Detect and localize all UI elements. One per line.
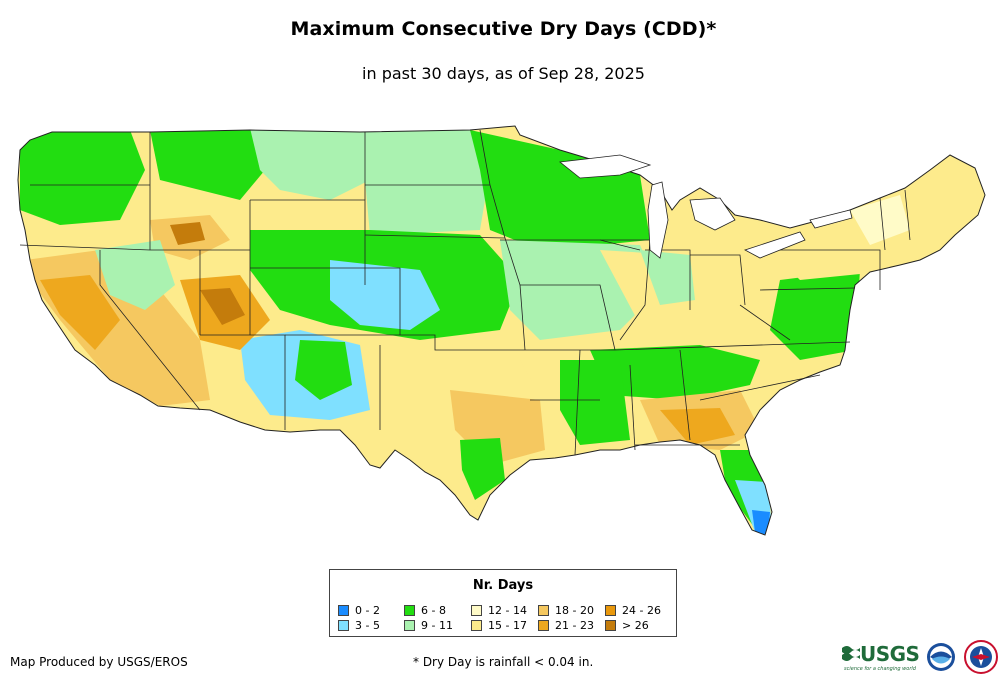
legend-label-3: 9 - 11 (421, 618, 453, 632)
legend-item-5: 15 - 17 (471, 618, 527, 632)
legend-swatch-4 (471, 604, 482, 616)
legend-swatch-3 (404, 619, 415, 631)
legend-swatch-0 (338, 604, 349, 616)
zone-georgia-dark (660, 408, 735, 445)
zone-nm-green (295, 340, 352, 400)
usgs-wave-icon (842, 646, 860, 661)
cdd-zones (20, 128, 985, 535)
lake-michigan (647, 181, 669, 259)
zone-kansas (330, 260, 440, 330)
zone-florida-tip (752, 510, 770, 535)
zone-nevada (95, 240, 175, 310)
zone-tn (590, 345, 760, 400)
legend-item-8: 24 - 26 (605, 603, 661, 617)
lake-superior (559, 154, 652, 179)
legend-label-4: 12 - 14 (488, 603, 527, 617)
nws-logo-icon (964, 640, 998, 674)
legend-swatch-2 (404, 604, 415, 616)
zone-pacific-nw (20, 130, 145, 225)
legend-swatch-9 (605, 619, 616, 631)
zone-indiana (640, 250, 695, 305)
agency-logos: USGS science for a changing world (842, 638, 1002, 678)
legend-swatch-7 (538, 619, 549, 631)
usgs-wordmark: USGS (860, 642, 920, 666)
legend-label-8: 24 - 26 (622, 603, 661, 617)
usgs-tagline: science for a changing world (844, 666, 916, 672)
cdd-map (0, 110, 1007, 550)
legend-label-2: 6 - 8 (421, 603, 446, 617)
legend-item-6: 18 - 20 (538, 603, 594, 617)
zone-idaho-dark (170, 222, 205, 245)
zone-n-rockies (150, 128, 265, 200)
dry-day-note: * Dry Day is rainfall < 0.04 in. (413, 655, 594, 669)
legend-swatch-5 (471, 619, 482, 631)
producer-credit: Map Produced by USGS/EROS (10, 655, 188, 669)
zone-utah-dark (200, 288, 245, 325)
map-title: Maximum Consecutive Dry Days (CDD)* (290, 18, 717, 40)
legend-label-6: 18 - 20 (555, 603, 594, 617)
zone-upper-midwest (470, 130, 650, 250)
zone-texas-coast (460, 438, 505, 500)
legend-item-2: 6 - 8 (404, 603, 446, 617)
zone-lower-miss (560, 360, 630, 445)
zone-california (40, 275, 120, 350)
legend-label-9: > 26 (622, 618, 649, 632)
legend-item-7: 21 - 23 (538, 618, 594, 632)
legend-swatch-8 (605, 604, 616, 616)
legend-swatch-6 (538, 604, 549, 616)
zone-dakotas (360, 130, 490, 235)
noaa-logo-icon (927, 643, 955, 671)
legend-label-7: 21 - 23 (555, 618, 594, 632)
legend-item-0: 0 - 2 (338, 603, 380, 617)
map-subtitle: in past 30 days, as of Sep 28, 2025 (362, 64, 645, 83)
map-legend: Nr. Days 0 - 2 3 - 5 6 - 8 9 - 11 12 - 1… (329, 569, 677, 637)
zone-mid-atlantic (770, 270, 860, 360)
legend-label-5: 15 - 17 (488, 618, 527, 632)
legend-label-0: 0 - 2 (355, 603, 380, 617)
legend-item-3: 9 - 11 (404, 618, 453, 632)
lake-ontario (809, 209, 853, 229)
legend-title: Nr. Days (472, 578, 534, 593)
conus-map-svg (17, 125, 986, 536)
lake-erie (743, 231, 806, 259)
legend-swatch-1 (338, 619, 349, 631)
legend-label-1: 3 - 5 (355, 618, 380, 632)
usgs-logo: USGS science for a changing world (842, 642, 920, 672)
zone-montana (250, 128, 370, 200)
zone-ny (850, 195, 910, 245)
legend-item-1: 3 - 5 (338, 618, 380, 632)
state-boundaries (17, 125, 986, 536)
legend-item-4: 12 - 14 (471, 603, 527, 617)
great-lakes (559, 154, 853, 259)
legend-item-9: > 26 (605, 618, 649, 632)
lake-huron (689, 197, 736, 231)
